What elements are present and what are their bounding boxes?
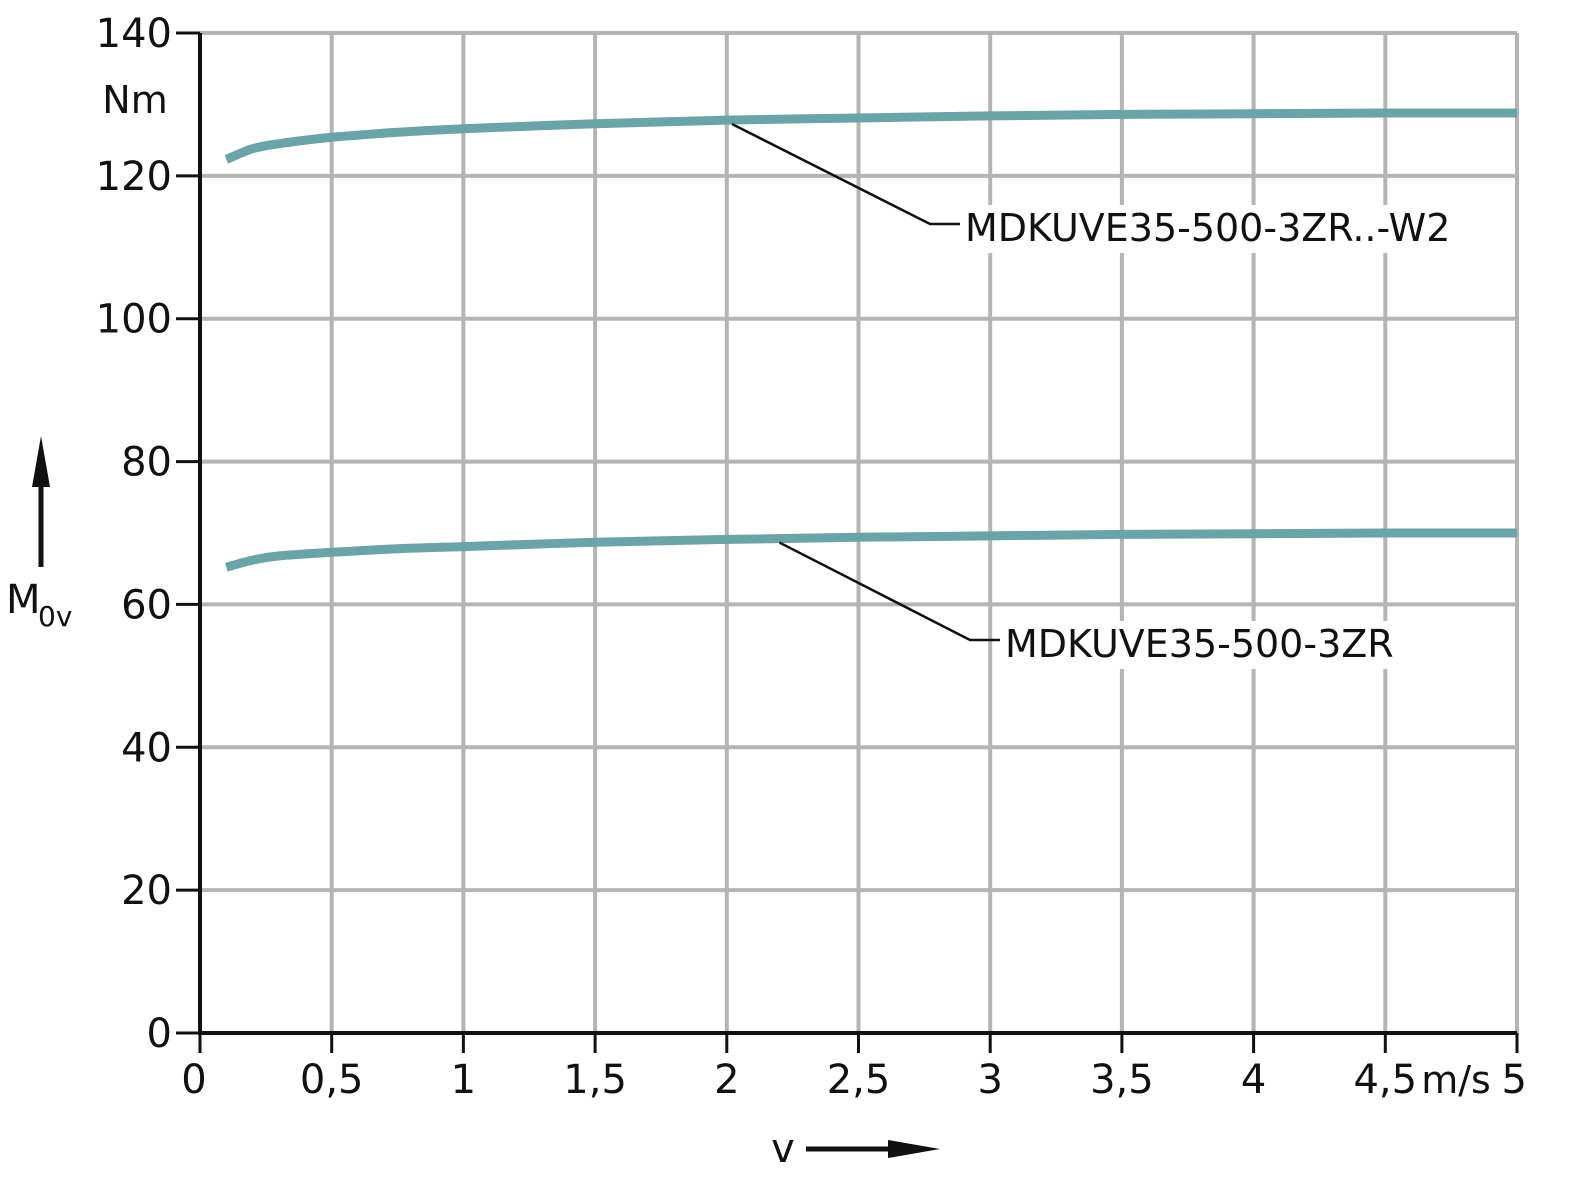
- x-tick-label: 2: [714, 1057, 739, 1103]
- x-tick-label: 3,5: [1090, 1057, 1154, 1103]
- axes: 0 20 40 60 80 100 120 140 0 0,5 1 1,5 2 2,5 3 3,5 4 4,5 5 N…: [6, 11, 1527, 1172]
- x-tick-label: 0,5: [300, 1057, 364, 1103]
- y-axis-arrow-head: [32, 436, 50, 487]
- y-tick-label: 100: [96, 297, 172, 343]
- series-label: MDKUVE35-500-3ZR: [1005, 622, 1394, 666]
- series-label-background: [1001, 621, 1398, 669]
- y-tick-label: 20: [121, 868, 172, 914]
- y-axis-label: M: [6, 577, 41, 623]
- series-label: MDKUVE35-500-3ZR..-W2: [965, 206, 1450, 250]
- x-tick-label: 3: [977, 1057, 1002, 1103]
- series-line: [225, 528, 1518, 572]
- x-tick-label: 1,5: [563, 1057, 627, 1103]
- x-unit-label: m/s: [1421, 1058, 1491, 1102]
- x-tick-label: 1: [451, 1057, 476, 1103]
- series-line: [224, 108, 1518, 164]
- series-label-background: [961, 205, 1455, 253]
- x-tick-label: 0: [181, 1057, 206, 1103]
- x-axis-arrow-head: [888, 1140, 940, 1158]
- y-unit-label: Nm: [102, 78, 167, 122]
- y-tick-label: 40: [121, 725, 172, 771]
- x-tick-label: 4: [1241, 1057, 1266, 1103]
- labels: MDKUVE35-500-3ZR..-W2 MDKUVE35-500-3ZR: [731, 122, 1455, 669]
- y-tick-label: 80: [121, 440, 172, 486]
- x-tick-label: 4,5: [1353, 1057, 1417, 1103]
- y-tick-label: 120: [96, 154, 172, 200]
- y-tick-label: 0: [147, 1011, 172, 1057]
- series-leader-line: [778, 541, 1000, 642]
- series-leader-line: [731, 122, 960, 226]
- x-axis-label: v: [771, 1126, 795, 1172]
- y-tick-label: 60: [121, 582, 172, 628]
- x-tick-label: 5: [1502, 1057, 1527, 1103]
- x-tick-label: 2,5: [827, 1057, 891, 1103]
- y-tick-label: 140: [96, 11, 172, 57]
- y-axis-label-subscript: 0v: [38, 600, 72, 633]
- series-lines: [224, 108, 1518, 572]
